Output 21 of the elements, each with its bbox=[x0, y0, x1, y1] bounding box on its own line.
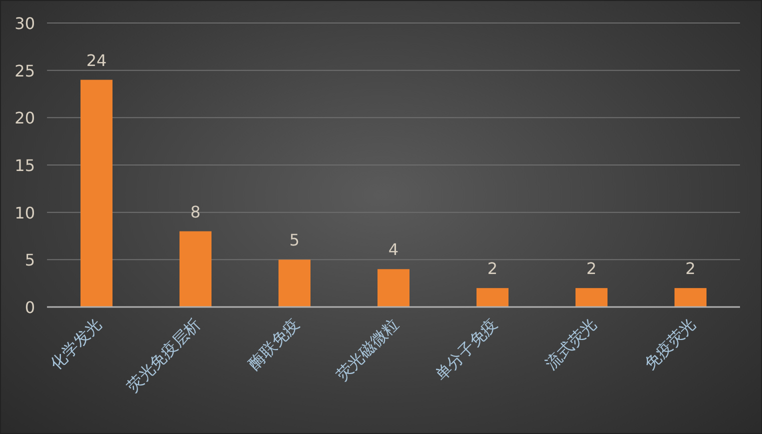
x-tick-label: 免疫荧光 bbox=[640, 314, 700, 374]
data-label: 2 bbox=[685, 259, 696, 278]
y-tick-label: 30 bbox=[14, 14, 35, 33]
data-label: 8 bbox=[190, 202, 201, 222]
y-tick-label: 20 bbox=[14, 108, 35, 128]
y-tick-label: 25 bbox=[14, 61, 35, 80]
data-label: 2 bbox=[586, 259, 597, 278]
x-tick-label: 荧光磁微粒 bbox=[332, 314, 402, 384]
data-label: 5 bbox=[289, 230, 300, 250]
y-tick-label: 10 bbox=[14, 203, 35, 222]
data-label: 24 bbox=[86, 50, 107, 70]
x-tick-label: 流式荧光 bbox=[542, 314, 600, 374]
x-tick-label: 单分子免疫 bbox=[431, 314, 502, 384]
data-label: 2 bbox=[487, 259, 498, 278]
y-tick-label: 5 bbox=[24, 250, 35, 270]
x-tick-label: 化学发光 bbox=[46, 314, 106, 374]
y-tick-label: 15 bbox=[14, 156, 35, 175]
y-tick-label: 0 bbox=[24, 298, 35, 317]
x-tick-label: 酶联免疫 bbox=[244, 314, 304, 374]
x-tick-label: 荧光免疫层析 bbox=[123, 314, 204, 396]
data-label: 4 bbox=[388, 240, 399, 260]
